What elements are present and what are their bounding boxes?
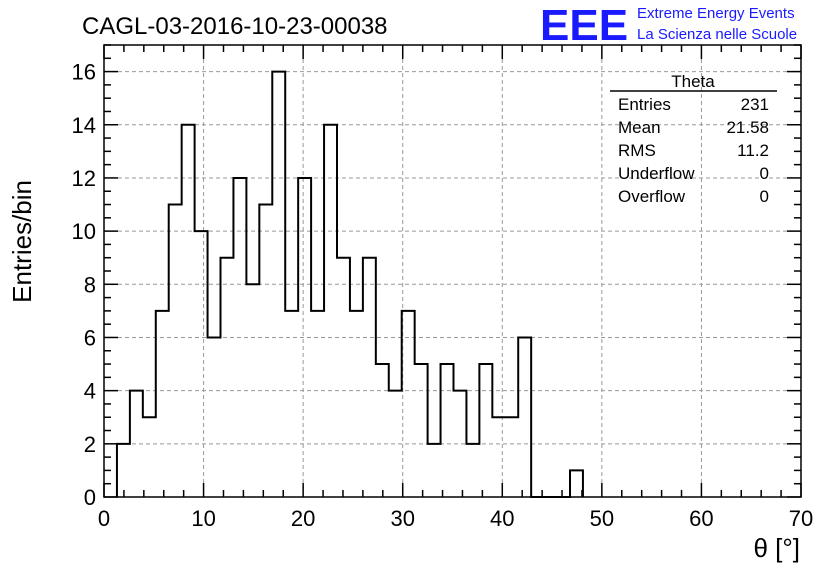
y-tick-label: 16 [72, 60, 96, 85]
axis-ticks [103, 44, 802, 498]
stats-row-label: Underflow [618, 164, 695, 183]
x-tick-label: 70 [789, 506, 813, 531]
stats-row-label: Mean [618, 118, 661, 137]
y-tick-label: 8 [84, 272, 96, 297]
x-tick-label: 30 [390, 506, 414, 531]
stats-row-label: Entries [618, 95, 671, 114]
grid-lines [104, 45, 801, 497]
stats-row-label: Overflow [618, 187, 686, 206]
eee-logo-line2: La Scienza nelle Scuole [637, 26, 797, 43]
x-tick-label: 50 [590, 506, 614, 531]
stats-box: Theta Entries 231 Mean 21.58 RMS 11.2 Underflo… [610, 72, 777, 206]
x-tick-label: 10 [191, 506, 215, 531]
eee-logo: EEE Extreme Energy Events La Scienza nel… [540, 1, 797, 50]
y-tick-label: 12 [72, 166, 96, 191]
x-tick-label: 0 [98, 506, 110, 531]
x-axis-label: θ [°] [753, 533, 800, 563]
y-tick-labels: 0 2 4 6 8 10 12 14 16 [72, 60, 96, 510]
stats-row-label: RMS [618, 141, 656, 160]
histogram-series [115, 70, 584, 498]
stats-row-value: 231 [741, 95, 769, 114]
chart-title: CAGL-03-2016-10-23-00038 [82, 13, 388, 40]
y-tick-label: 4 [84, 379, 96, 404]
y-axis-label: Entries/bin [7, 180, 37, 303]
stats-row-value: 0 [760, 164, 769, 183]
y-tick-label: 6 [84, 325, 96, 350]
stats-row-value: 21.58 [726, 118, 769, 137]
eee-logo-line1: Extreme Energy Events [637, 5, 795, 22]
eee-logo-mark: EEE [540, 1, 628, 50]
y-tick-label: 0 [84, 485, 96, 510]
stats-title: Theta [671, 72, 715, 91]
x-tick-label: 40 [490, 506, 514, 531]
x-tick-label: 20 [291, 506, 315, 531]
y-tick-label: 10 [72, 219, 96, 244]
stats-rows: Entries 231 Mean 21.58 RMS 11.2 Underflow 0 Over… [618, 95, 769, 206]
x-tick-label: 60 [689, 506, 713, 531]
y-tick-label: 2 [84, 432, 96, 457]
stats-row-value: 11.2 [737, 141, 769, 160]
x-tick-labels: 0 10 20 30 40 50 60 70 [98, 506, 813, 531]
y-tick-label: 14 [72, 113, 96, 138]
stats-row-value: 0 [760, 187, 769, 206]
